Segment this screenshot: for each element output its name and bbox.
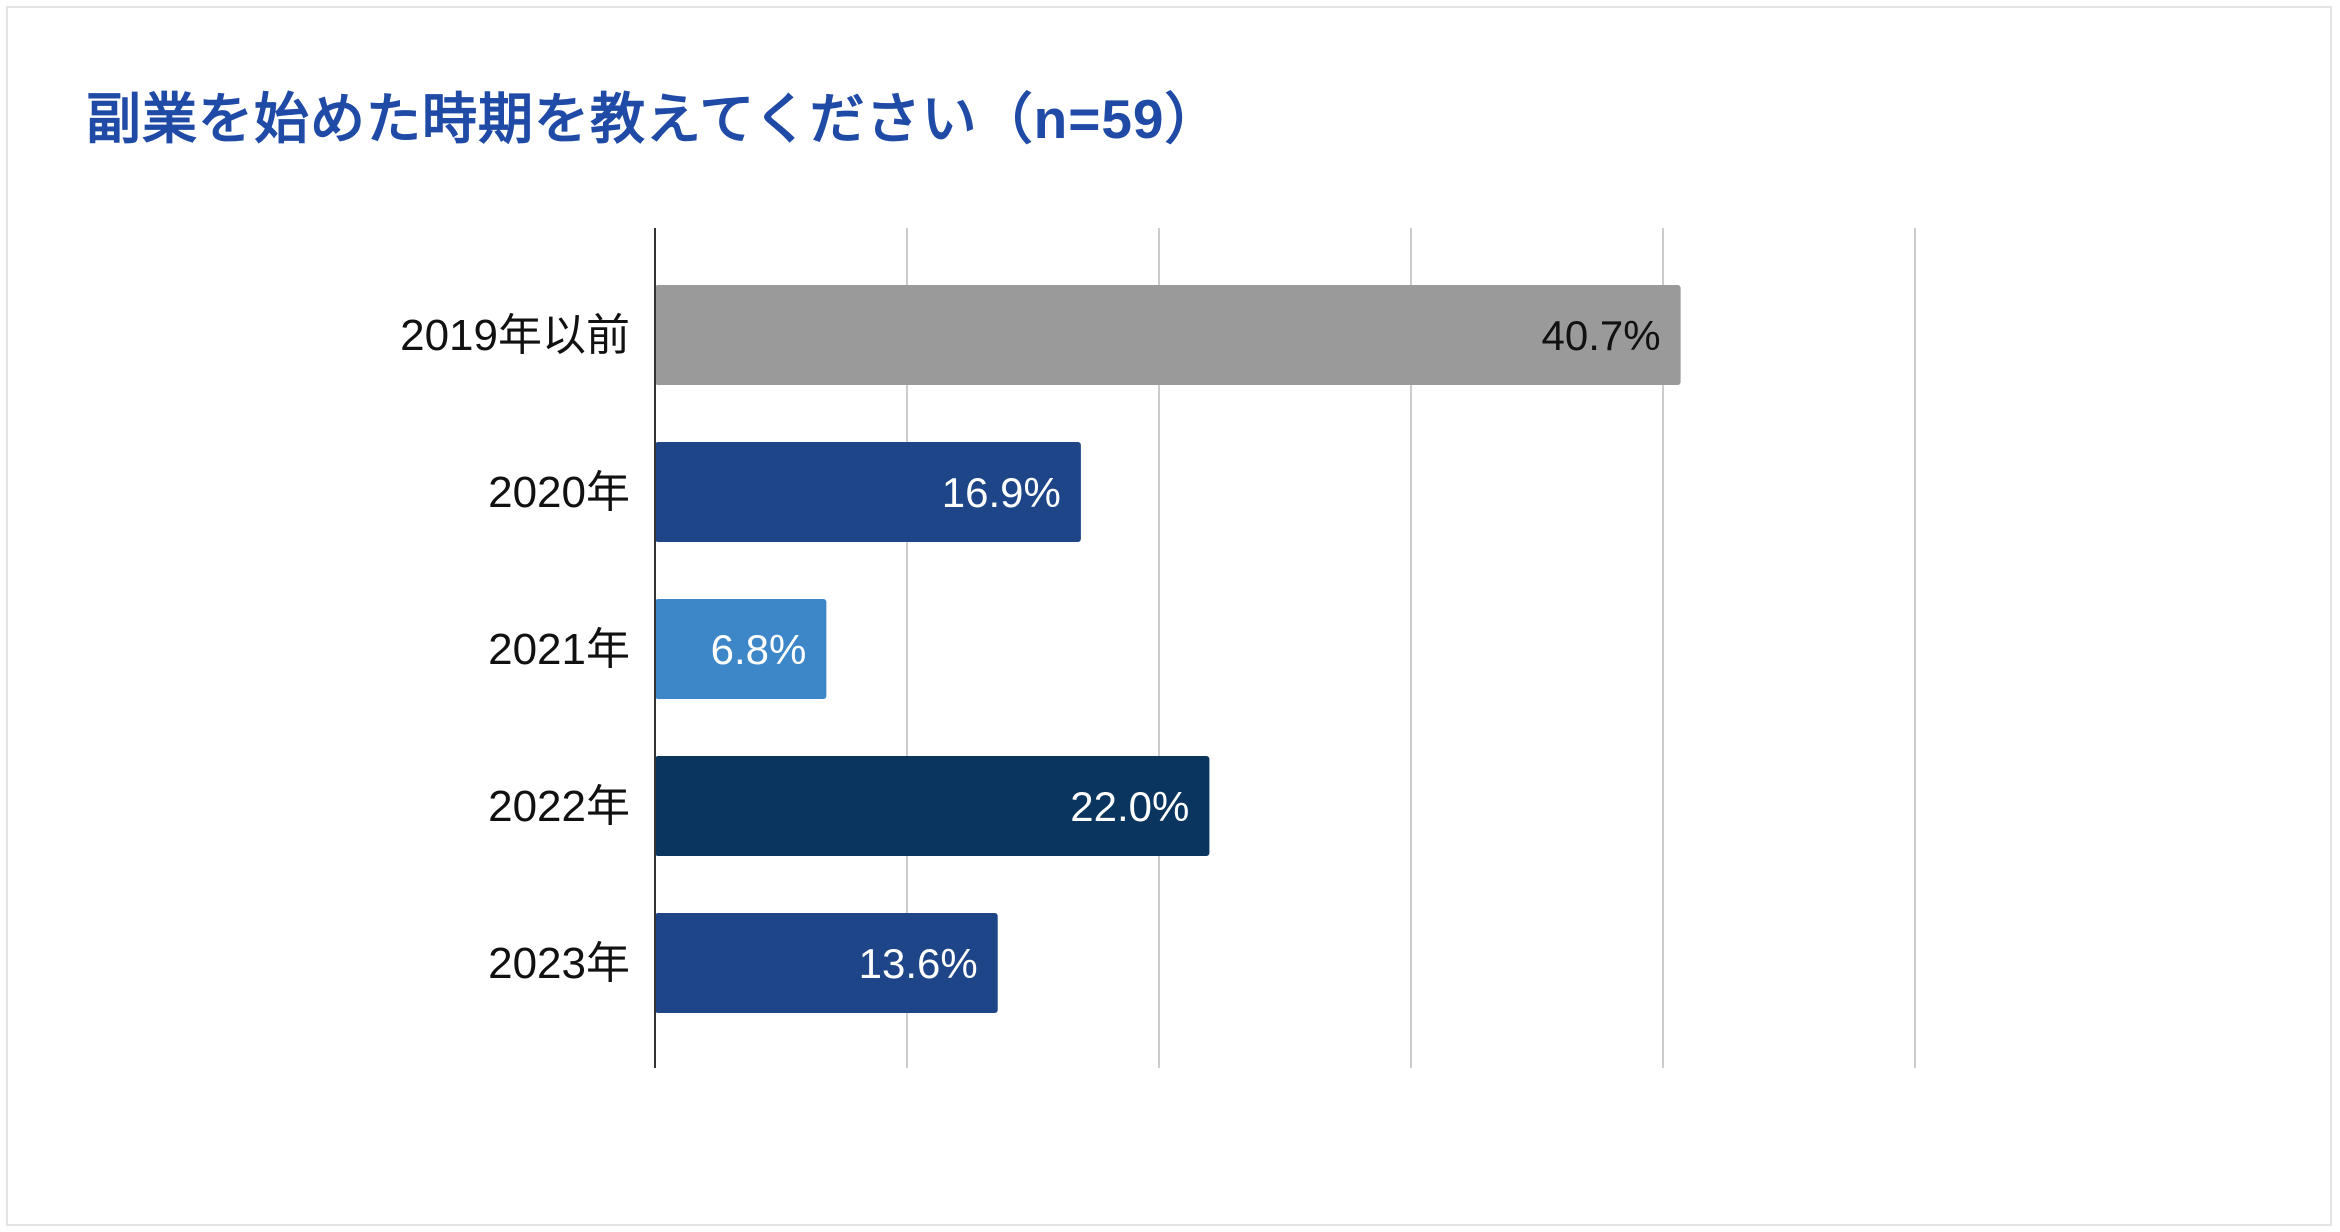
chart-title: 副業を始めた時期を教えてください（n=59） <box>86 88 1221 150</box>
category-label: 2023年 <box>488 939 630 988</box>
value-label: 16.9% <box>942 469 1061 516</box>
value-label: 40.7% <box>1542 312 1661 359</box>
bar <box>655 599 827 699</box>
category-label: 2022年 <box>488 782 630 831</box>
chart-card: 副業を始めた時期を教えてください（n=59） <box>6 6 2332 1226</box>
value-labels: 40.7% 16.9% 6.8% 22.0% 13.6% <box>711 312 1661 987</box>
bar <box>655 285 1681 385</box>
bar <box>655 442 1081 542</box>
category-label: 2021年 <box>488 625 630 674</box>
value-label: 13.6% <box>859 940 978 987</box>
category-label: 2020年 <box>488 468 630 517</box>
bars <box>655 285 1681 1013</box>
value-label: 22.0% <box>1070 783 1189 830</box>
value-label: 6.8% <box>711 626 807 673</box>
bar <box>655 756 1210 856</box>
category-label: 2019年以前 <box>400 311 630 360</box>
bar <box>655 913 998 1013</box>
category-labels: 2019年以前 2020年 2021年 2022年 2023年 <box>400 311 630 988</box>
